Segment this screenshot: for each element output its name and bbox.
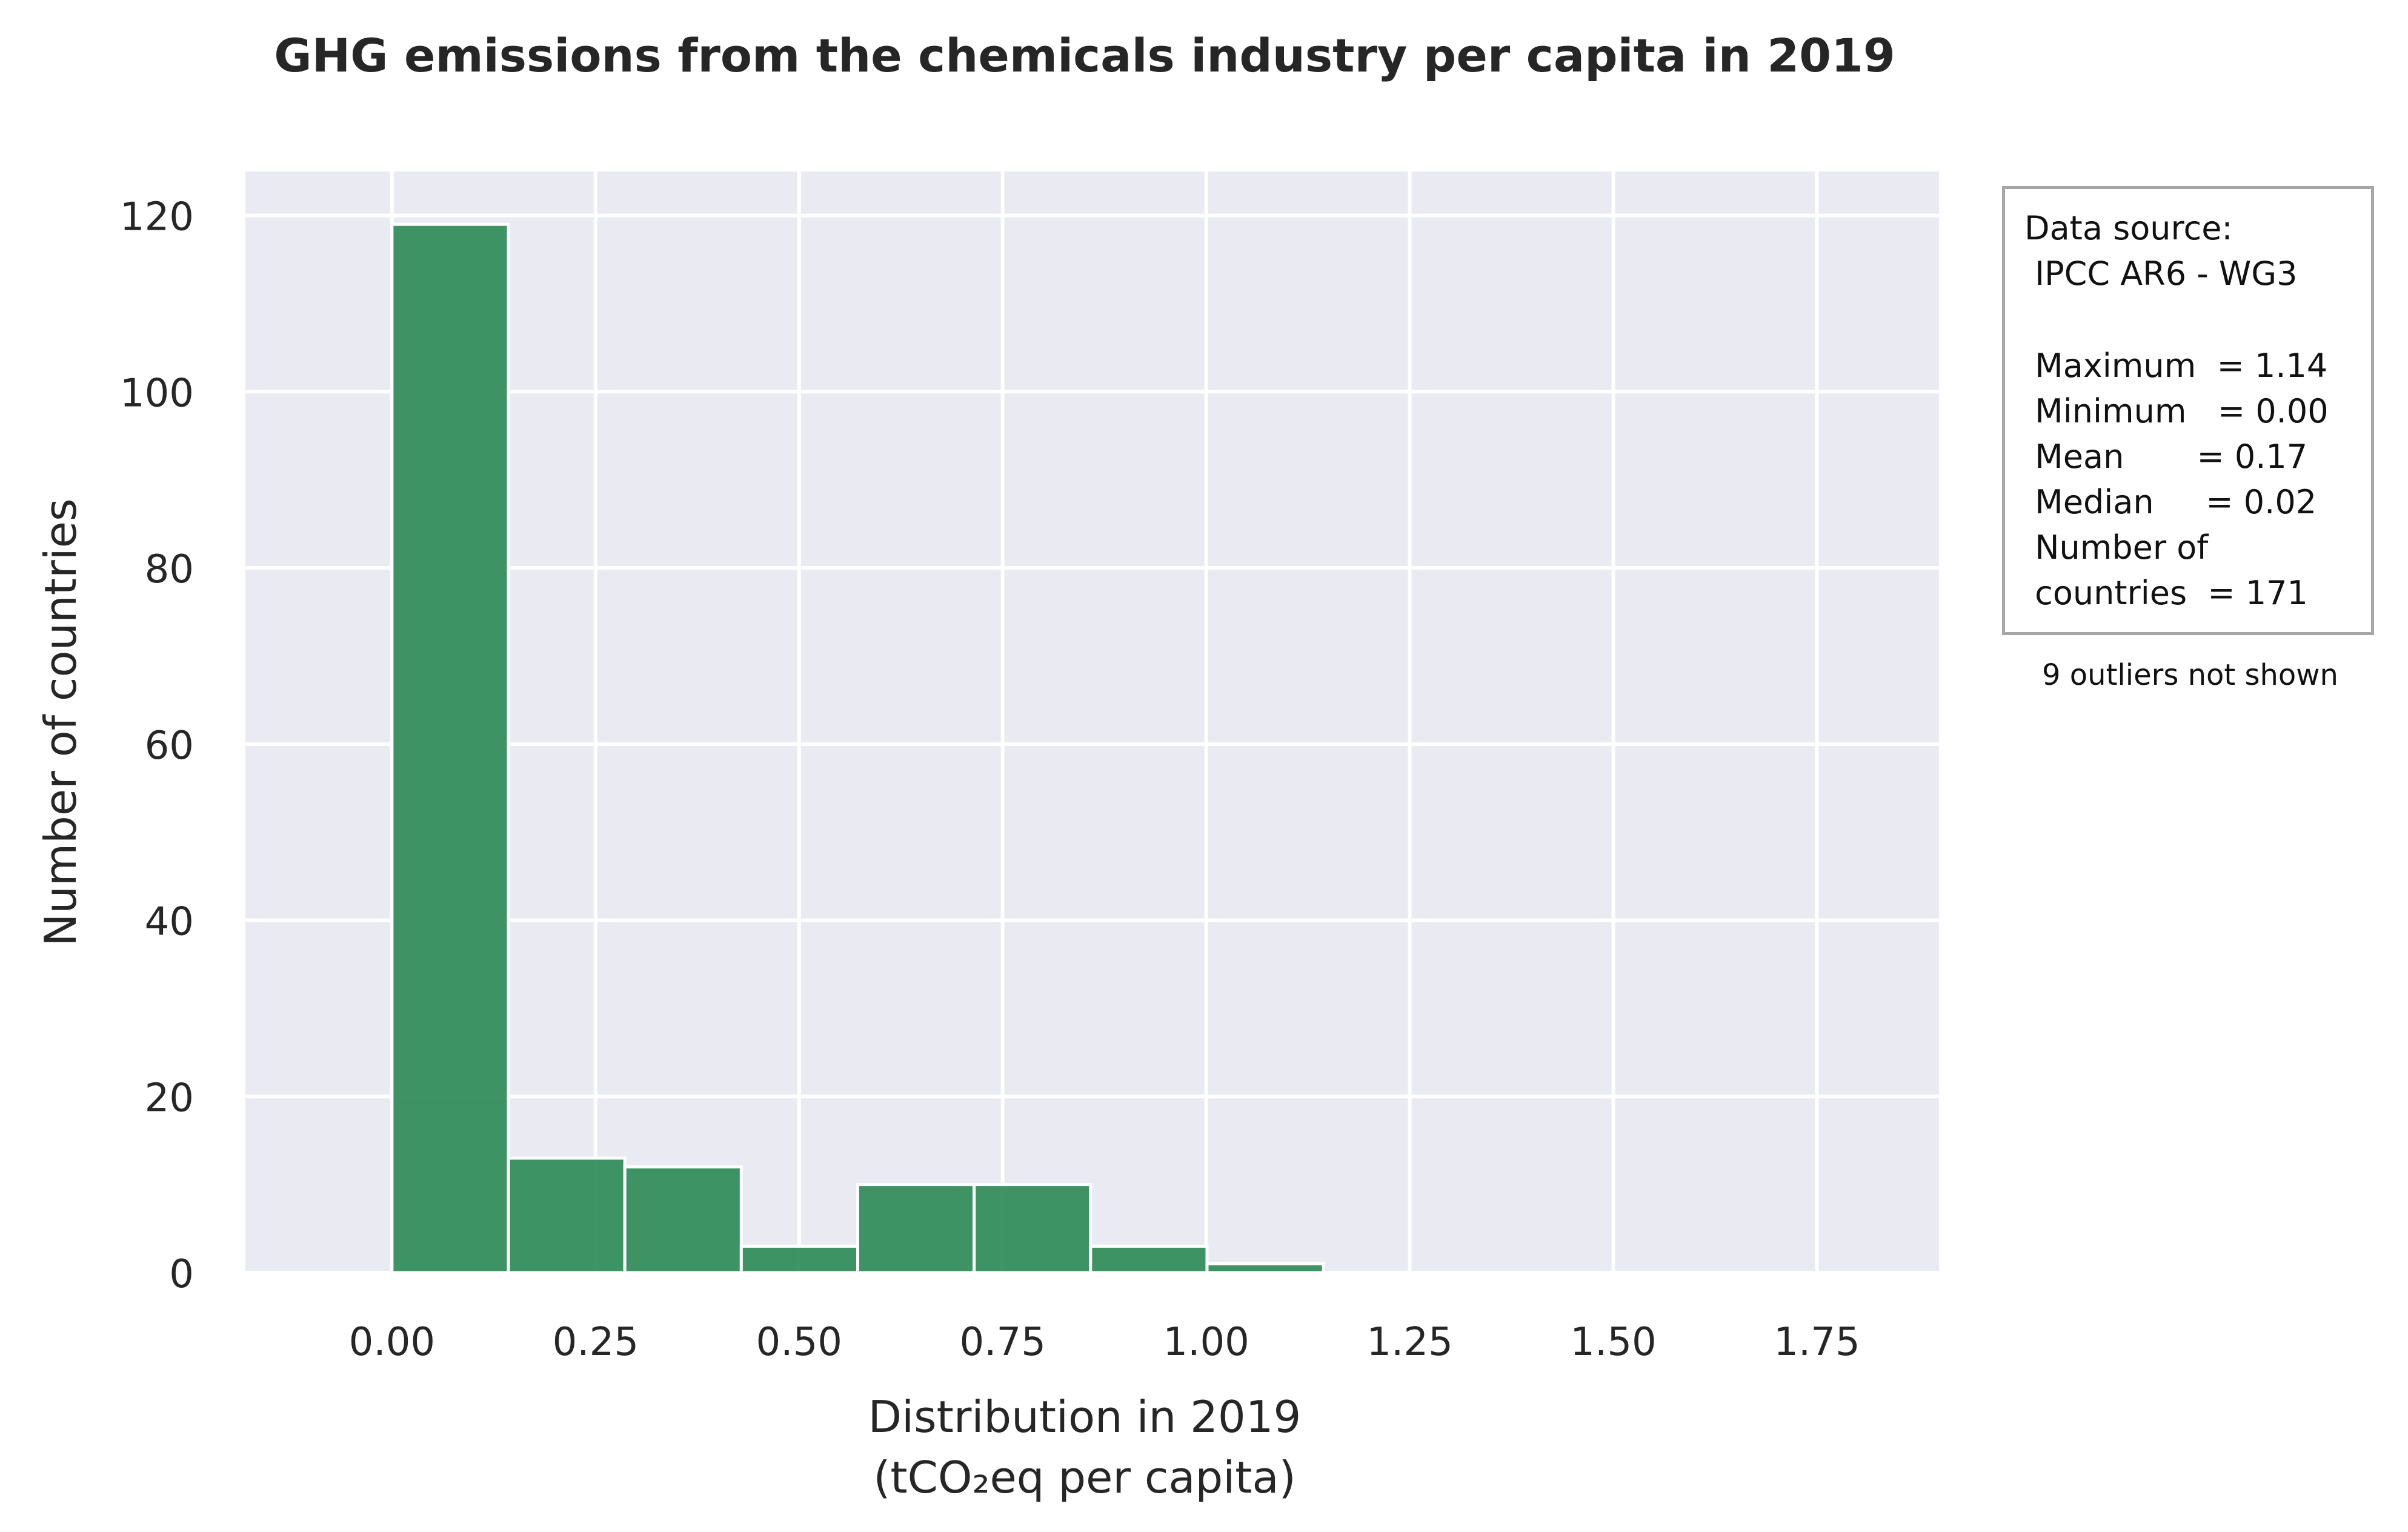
- y-tick-label-1: 20: [145, 1076, 194, 1121]
- histogram-bar-2: [623, 1165, 743, 1274]
- info-line-data-source: Data source:: [2024, 209, 2233, 247]
- info-line-countries: countries = 171: [2024, 574, 2308, 612]
- y-axis-label: Number of countries: [35, 499, 86, 947]
- grid-lines: [245, 172, 1939, 1274]
- statistics-box: Data source: IPCC AR6 - WG3 Maximum = 1.…: [2002, 186, 2374, 635]
- x-tick-label-5: 1.25: [1366, 1320, 1453, 1365]
- x-axis-label: Distribution in 2019: [868, 1391, 1302, 1442]
- histogram-bar-5: [973, 1183, 1093, 1274]
- histogram-bar-1: [507, 1156, 627, 1274]
- x-tick-labels: 0.00 0.25 0.50 0.75 1.00 1.25 1.50 1.75: [349, 1320, 1860, 1365]
- histogram-bar-7: [1205, 1262, 1325, 1274]
- histogram-bar-0: [390, 222, 510, 1274]
- x-tick-label-2: 0.50: [756, 1320, 843, 1365]
- y-tick-label-3: 60: [145, 724, 194, 768]
- outliers-note: 9 outliers not shown: [2042, 658, 2338, 692]
- x-axis-label-unit: (tCO₂eq per capita): [873, 1452, 1295, 1503]
- y-tick-label-2: 40: [145, 900, 194, 945]
- x-tick-label-3: 0.75: [959, 1320, 1046, 1365]
- chart-title: GHG emissions from the chemicals industr…: [274, 28, 1895, 82]
- y-tick-label-5: 100: [120, 371, 194, 416]
- info-line-maximum: Maximum = 1.14: [2024, 347, 2328, 385]
- histogram-bar-4: [856, 1183, 976, 1274]
- x-tick-label-1: 0.25: [553, 1320, 639, 1365]
- y-tick-label-0: 0: [169, 1252, 194, 1297]
- info-line-median: Median = 0.02: [2024, 483, 2317, 521]
- info-line-mean: Mean = 0.17: [2024, 438, 2308, 476]
- histogram-bars: [390, 222, 1325, 1274]
- info-line-source-name: IPCC AR6 - WG3: [2024, 255, 2298, 293]
- histogram-bar-3: [739, 1244, 859, 1274]
- x-tick-label-0: 0.00: [349, 1320, 436, 1365]
- plot-area: [245, 172, 1939, 1273]
- info-line-minimum: Minimum = 0.00: [2024, 392, 2329, 430]
- info-line-number-of: Number of: [2024, 528, 2209, 567]
- x-tick-label-4: 1.00: [1163, 1320, 1249, 1365]
- histogram-bar-6: [1089, 1244, 1209, 1274]
- y-tick-label-6: 120: [120, 195, 194, 240]
- x-tick-label-7: 1.75: [1774, 1320, 1860, 1365]
- y-tick-label-4: 80: [145, 547, 194, 592]
- y-tick-labels: 0 20 40 60 80 100 120: [120, 195, 194, 1297]
- x-tick-label-6: 1.50: [1570, 1320, 1657, 1365]
